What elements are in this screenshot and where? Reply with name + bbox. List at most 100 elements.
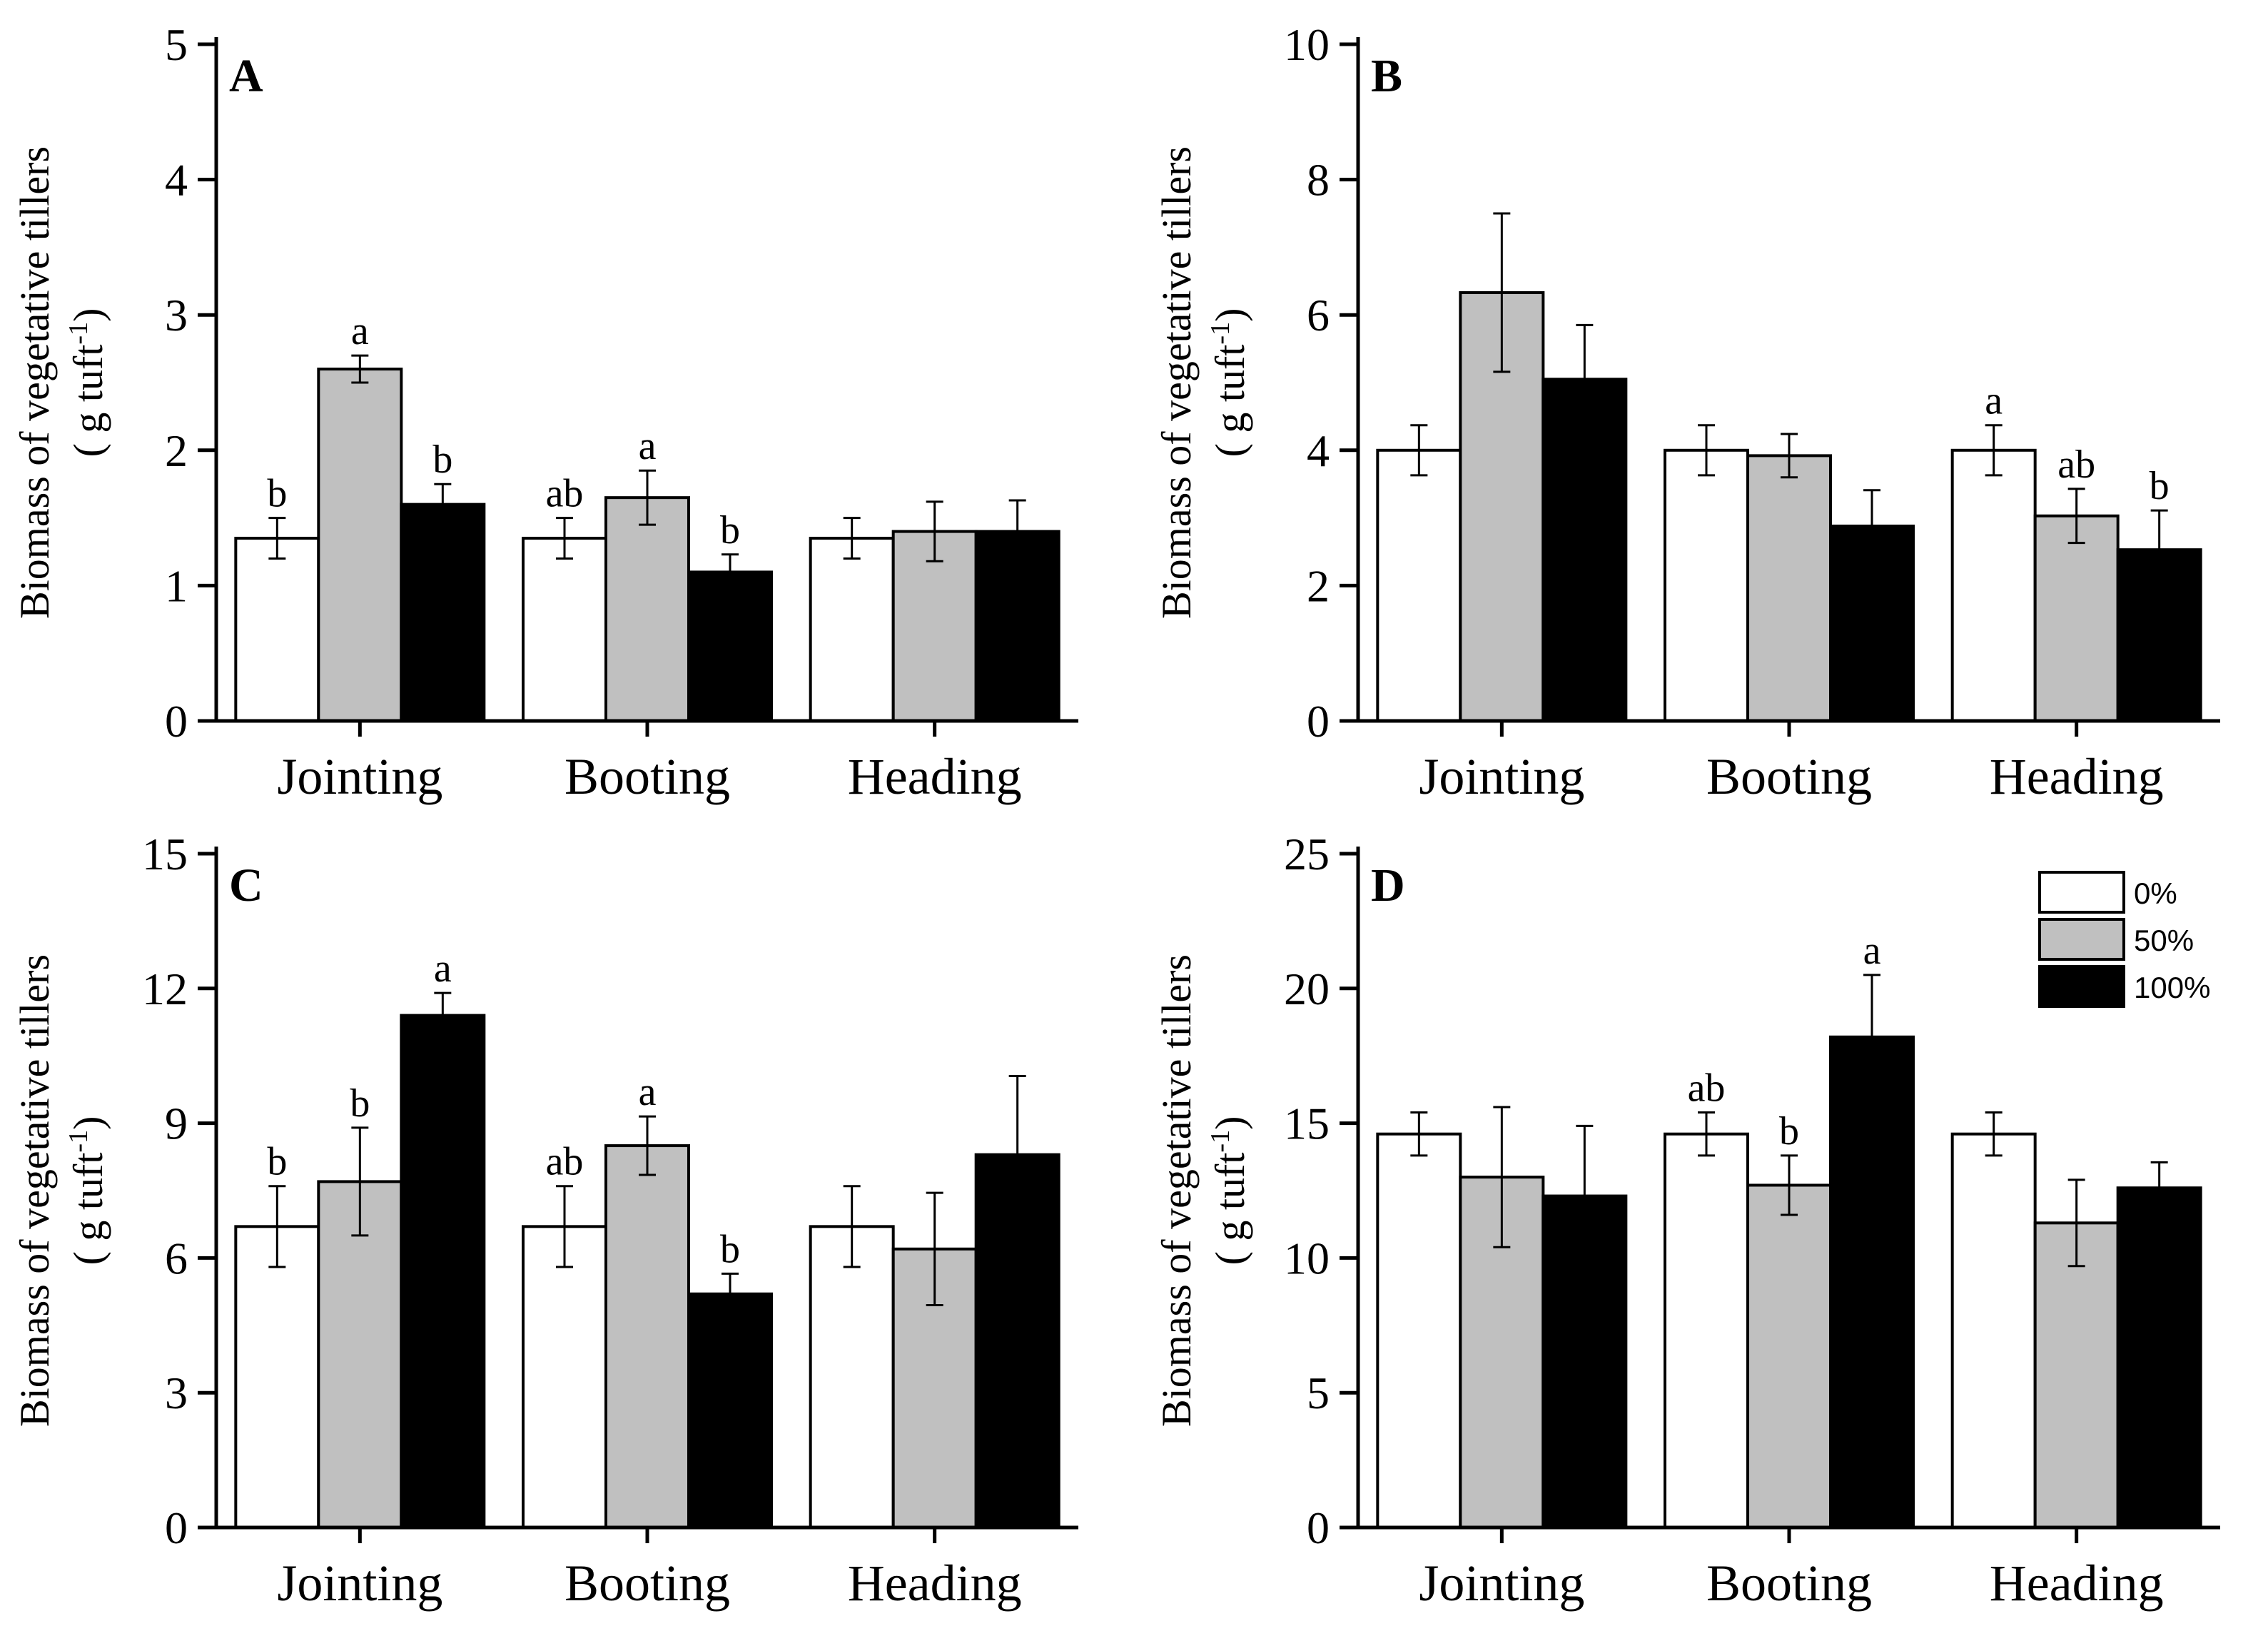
error-bar	[268, 517, 286, 560]
x-tick-label: Jointing	[277, 748, 442, 805]
error-bar	[843, 1185, 861, 1268]
bar-c-heading-0pct	[809, 1225, 895, 1529]
y-tick-label: 2	[1307, 560, 1330, 611]
error-bar	[1008, 499, 1026, 564]
bar-d-booting-50pct	[1746, 1183, 1832, 1529]
error-bar	[1863, 489, 1880, 563]
bar-b-heading-0pct	[1950, 448, 2037, 722]
panel-letter: B	[1371, 50, 1402, 102]
bar-a-jointing-0pct	[234, 537, 320, 722]
bar-d-heading-100pct	[2116, 1186, 2202, 1529]
significance-label: b	[267, 472, 287, 516]
x-tick-label: Booting	[1706, 1555, 1872, 1612]
y-tick-label: 0	[165, 1503, 188, 1553]
x-tick-label: Booting	[1706, 748, 1872, 805]
error-bar	[556, 1185, 573, 1268]
x-tick-label: Booting	[565, 1555, 730, 1612]
y-tick-label: 4	[1307, 425, 1330, 476]
y-tick-label: 3	[165, 290, 188, 340]
y-tick-label: 0	[165, 696, 188, 747]
panel-letter: C	[229, 859, 263, 912]
y-tick-label: 6	[165, 1233, 188, 1283]
legend-swatch	[2038, 871, 2125, 914]
y-axis-unit: ( g tuft-1)	[1205, 308, 1253, 458]
error-bar	[434, 991, 452, 1039]
y-tick-label: 10	[1284, 19, 1330, 70]
y-tick-label: 15	[142, 829, 188, 879]
bar-a-jointing-50pct	[317, 368, 403, 722]
error-bar	[926, 1191, 943, 1306]
x-tick-label: Heading	[1990, 1555, 2164, 1612]
legend: 0% 50% 100%	[2038, 871, 2210, 1008]
significance-label: b	[1779, 1109, 1799, 1153]
bar-d-booting-0pct	[1664, 1132, 1749, 1529]
y-tick-label: 0	[1307, 696, 1330, 747]
significance-label: b	[720, 1227, 740, 1271]
bar-b-booting-50pct	[1746, 454, 1832, 722]
significance-label: b	[720, 508, 740, 552]
panel-letter: A	[229, 50, 263, 102]
error-bar	[1985, 424, 2003, 477]
significance-label: b	[432, 438, 452, 482]
x-tick-label: Jointing	[1419, 1555, 1584, 1612]
bar-a-booting-100pct	[687, 570, 773, 722]
error-bar	[722, 553, 739, 591]
x-tick-label: Booting	[565, 748, 730, 805]
y-tick-label: 10	[1284, 1233, 1330, 1283]
significance-label: ab	[1688, 1066, 1726, 1110]
y-tick-label: 5	[1307, 1368, 1330, 1418]
y-tick-label: 0	[1307, 1503, 1330, 1553]
error-bar	[1698, 1111, 1715, 1157]
bar-a-booting-50pct	[604, 496, 690, 722]
significance-label: ab	[546, 472, 584, 516]
significance-label: a	[1985, 379, 2003, 423]
significance-label: a	[1863, 929, 1881, 973]
y-tick-label: 5	[165, 19, 188, 70]
bar-c-booting-50pct	[604, 1144, 690, 1529]
bar-c-jointing-0pct	[234, 1225, 320, 1529]
y-tick-label: 20	[1284, 964, 1330, 1014]
y-tick-label: 9	[165, 1099, 188, 1149]
bar-c-booting-0pct	[522, 1225, 607, 1529]
error-bar	[926, 500, 943, 562]
error-bar	[351, 1126, 369, 1237]
legend-label: 50%	[2134, 924, 2194, 957]
y-tick-label: 3	[165, 1368, 188, 1418]
bar-b-booting-0pct	[1664, 448, 1749, 722]
chart-panel-d: Jointing ab b a Booting Heading 0 5 10 15 20 25 D Bio…	[1153, 829, 2220, 1612]
panel-letter: D	[1371, 859, 1405, 912]
bar-d-jointing-0pct	[1376, 1132, 1462, 1529]
error-bar	[2067, 1178, 2085, 1268]
bar-a-heading-0pct	[809, 537, 895, 722]
chart-panel-b: Jointing Booting a ab b Heading 0 2 4 6 8 10 B Biomas…	[1153, 19, 2220, 805]
significance-label: ab	[2057, 443, 2095, 487]
legend-swatch	[2038, 965, 2125, 1008]
significance-label: a	[639, 424, 657, 468]
significance-label: a	[351, 309, 369, 353]
bar-a-heading-50pct	[891, 530, 978, 722]
significance-label: a	[434, 946, 452, 991]
x-tick-label: Heading	[848, 748, 1022, 805]
error-bar	[1410, 424, 1428, 477]
bar-d-heading-0pct	[1950, 1132, 2037, 1529]
error-bar	[639, 1115, 656, 1176]
bar-a-booting-0pct	[522, 537, 607, 722]
bar-d-booting-100pct	[1829, 1035, 1915, 1529]
y-tick-label: 1	[165, 560, 188, 611]
y-axis-label: Biomass of vegetative tillers	[11, 146, 58, 619]
error-bar	[2067, 488, 2085, 545]
legend-label: 100%	[2134, 971, 2210, 1004]
error-bar	[1985, 1111, 2003, 1157]
bar-d-heading-50pct	[2033, 1221, 2120, 1529]
error-bar	[351, 354, 369, 384]
significance-label: a	[639, 1070, 657, 1114]
significance-label: b	[267, 1140, 287, 1184]
y-axis-label: Biomass of vegetative tillers	[1153, 954, 1200, 1427]
bar-c-booting-100pct	[687, 1292, 773, 1530]
bar-b-jointing-100pct	[1541, 378, 1628, 722]
y-tick-label: 2	[165, 425, 188, 476]
y-axis-label: Biomass of vegetative tillers	[1153, 146, 1200, 619]
error-bar	[1410, 1111, 1428, 1157]
